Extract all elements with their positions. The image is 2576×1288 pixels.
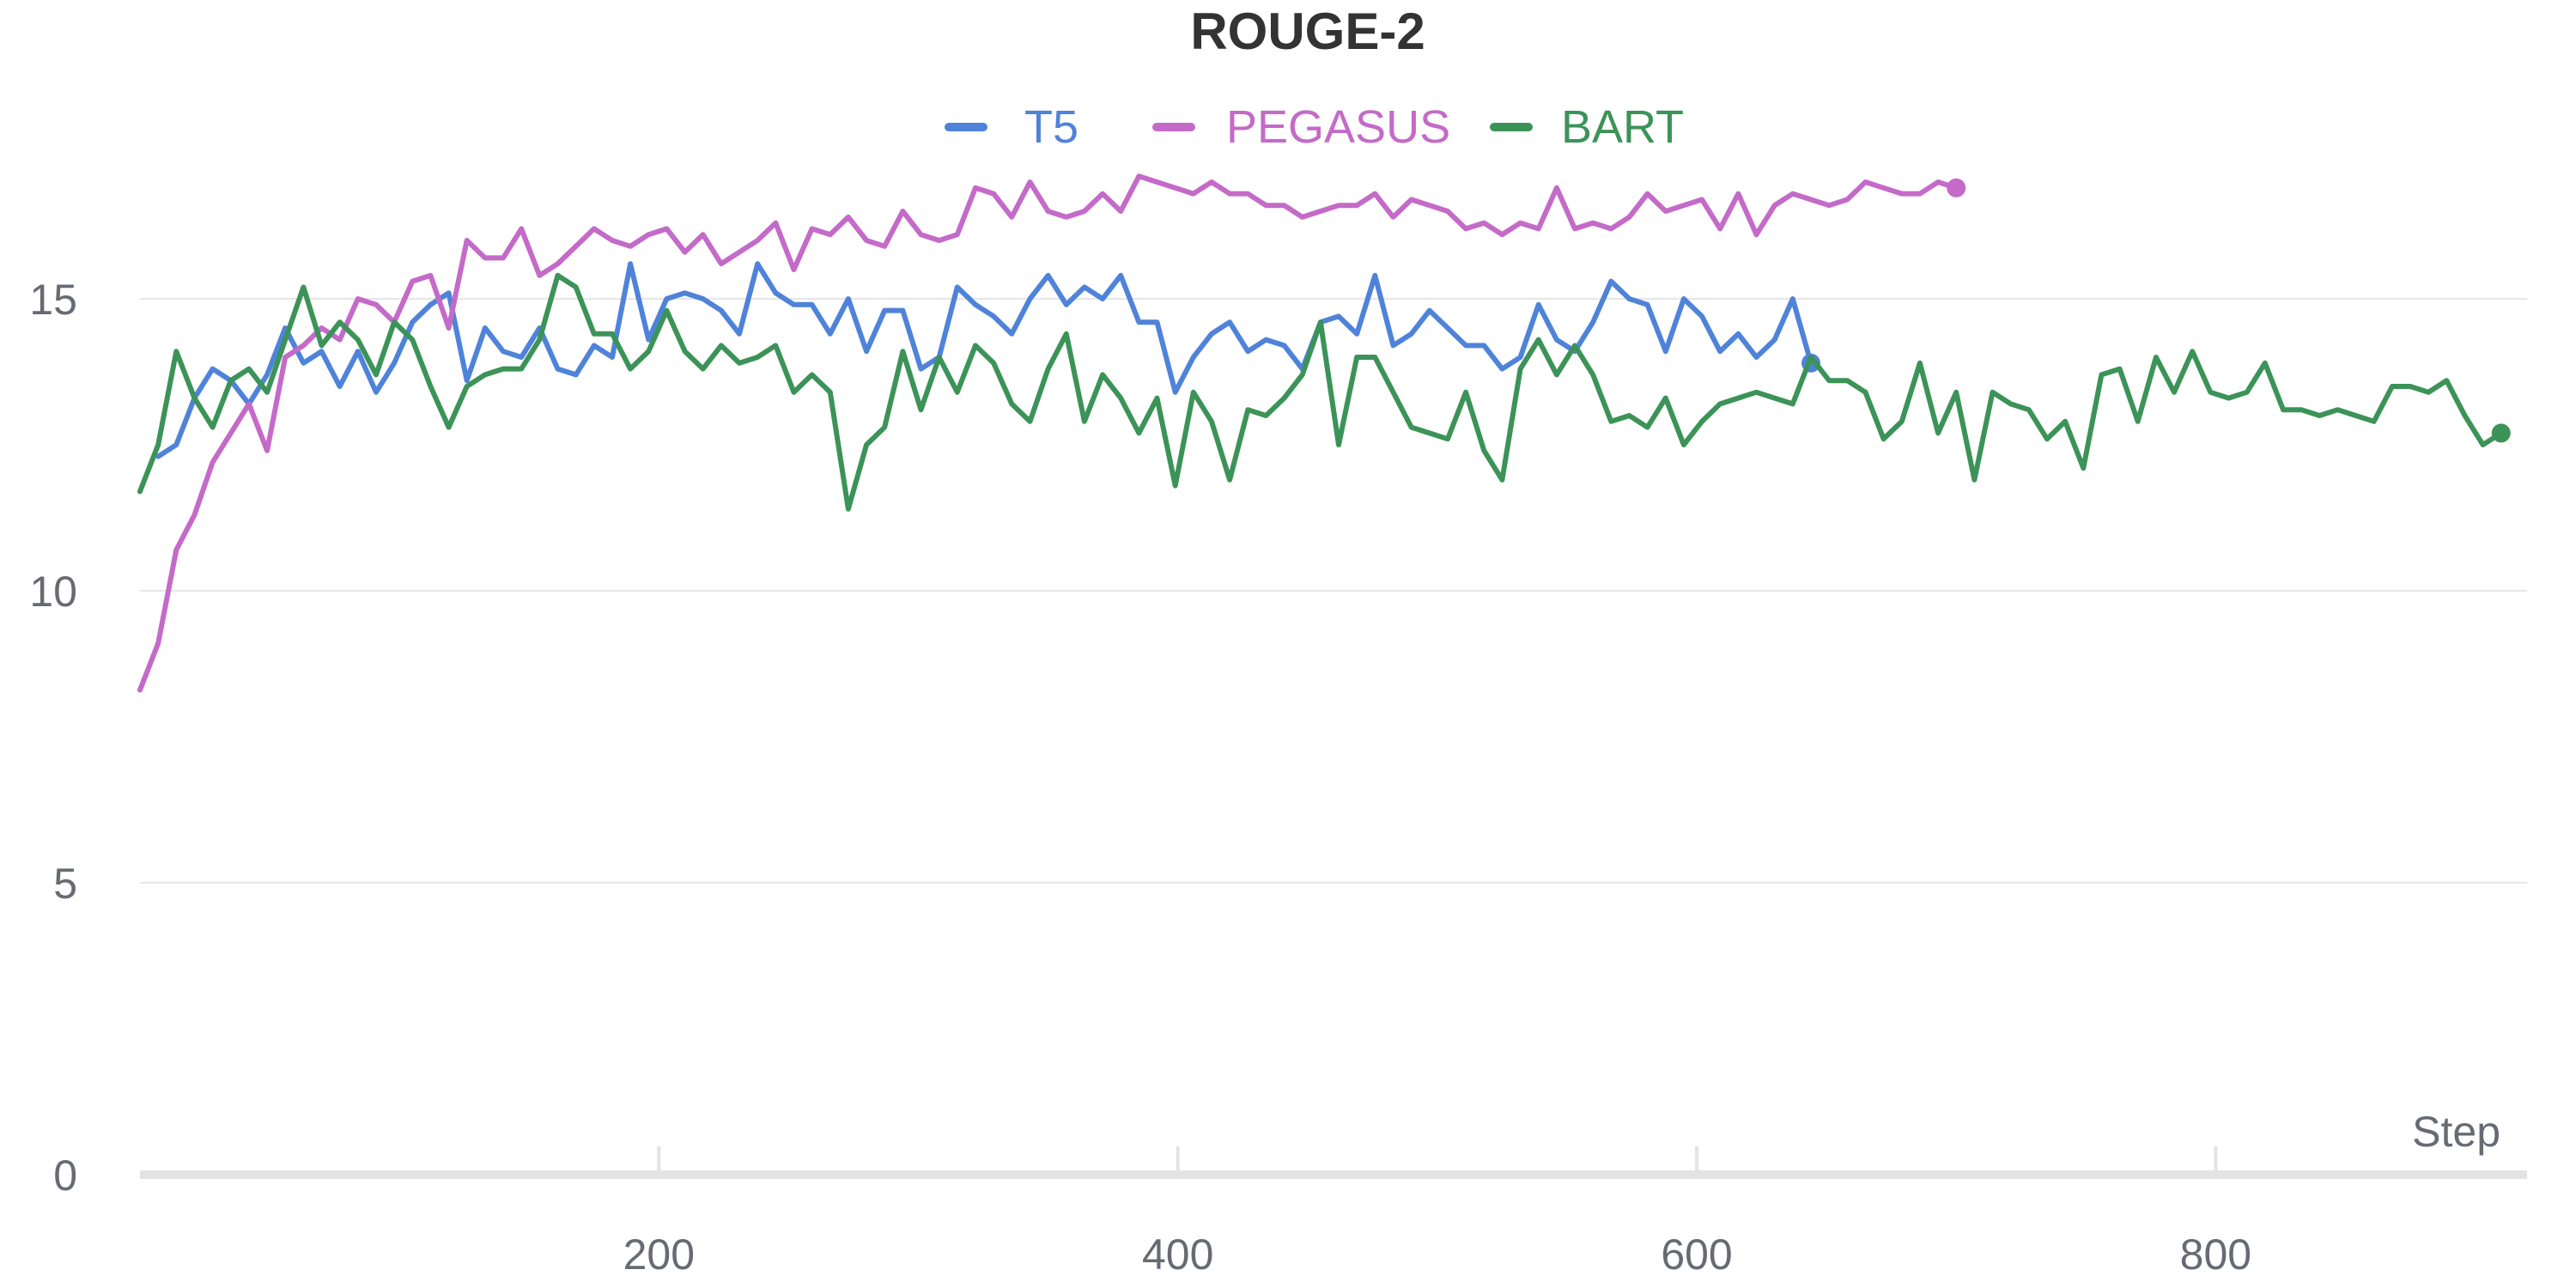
legend-label-bart: BART: [1561, 101, 1684, 153]
legend-item-t5[interactable]: T5: [945, 101, 1078, 153]
grid-lines: [140, 298, 2527, 884]
legend[interactable]: T5 PEGASUS BART: [945, 101, 1684, 153]
legend-label-t5: T5: [1024, 101, 1078, 153]
legend-item-pegasus[interactable]: PEGASUS: [1152, 101, 1450, 153]
x-axis-label: Step: [2412, 1108, 2500, 1156]
chart-title: ROUGE-2: [1190, 3, 1425, 60]
series-end-marker-bart: [2491, 423, 2511, 443]
x-tick-label-600: 600: [1661, 1230, 1732, 1279]
series-line-pegasus: [137, 173, 1959, 693]
series-end-marker-pegasus: [1947, 178, 1966, 197]
series-line-t5: [155, 261, 1814, 459]
plot-area: [137, 173, 2511, 693]
y-tick-label-10: 10: [29, 568, 77, 616]
x-axis: 200 400 600 800: [140, 1146, 2527, 1279]
y-tick-label-5: 5: [53, 860, 77, 908]
y-axis: 0 5 10 15: [29, 276, 77, 1200]
x-tick-label-800: 800: [2180, 1230, 2251, 1279]
y-tick-label-0: 0: [53, 1151, 77, 1200]
legend-label-pegasus: PEGASUS: [1226, 101, 1450, 153]
series-line-bart: [137, 272, 2504, 512]
x-tick-label-400: 400: [1142, 1230, 1213, 1279]
x-tick-label-200: 200: [623, 1230, 695, 1279]
y-tick-label-15: 15: [29, 276, 77, 324]
legend-item-bart[interactable]: BART: [1490, 101, 1684, 153]
